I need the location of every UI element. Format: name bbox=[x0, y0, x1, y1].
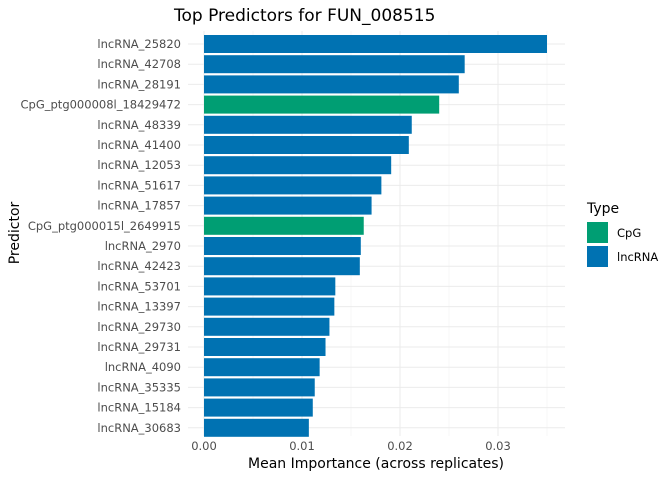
y-tick-label: lncRNA_15184 bbox=[97, 401, 181, 415]
bar bbox=[204, 297, 335, 316]
legend-items: CpG lncRNA bbox=[587, 222, 658, 267]
y-tick-label: lncRNA_13397 bbox=[97, 300, 181, 314]
legend-title: Type bbox=[586, 201, 619, 217]
y-tick-label: lncRNA_48339 bbox=[97, 118, 181, 132]
x-axis-title: Mean Importance (across replicates) bbox=[248, 456, 504, 472]
bar bbox=[204, 95, 440, 114]
y-tick-label: lncRNA_42708 bbox=[97, 57, 181, 71]
y-tick-label: lncRNA_12053 bbox=[97, 158, 181, 172]
x-tick-label: 0.00 bbox=[191, 439, 217, 453]
bar bbox=[204, 317, 330, 336]
bar bbox=[204, 216, 364, 235]
bar bbox=[204, 115, 412, 134]
x-tick-labels: 0.00 0.01 0.02 0.03 bbox=[191, 439, 511, 453]
y-tick-label: lncRNA_51617 bbox=[97, 178, 181, 192]
bar bbox=[204, 378, 315, 397]
legend: Type CpG lncRNA bbox=[586, 201, 658, 267]
bar bbox=[204, 156, 392, 175]
chart-title: Top Predictors for FUN_008515 bbox=[173, 6, 435, 26]
y-tick-label: lncRNA_28191 bbox=[97, 77, 181, 91]
legend-swatch bbox=[587, 246, 608, 267]
bar bbox=[204, 398, 313, 417]
bar bbox=[204, 75, 459, 94]
y-tick-label: lncRNA_53701 bbox=[97, 279, 181, 293]
bar bbox=[204, 358, 320, 377]
legend-label: lncRNA bbox=[617, 250, 658, 264]
x-tick-label: 0.03 bbox=[485, 439, 511, 453]
bar bbox=[204, 136, 409, 154]
y-tick-label: lncRNA_30683 bbox=[97, 421, 181, 435]
y-tick-label: lncRNA_25820 bbox=[97, 37, 181, 51]
bar bbox=[204, 55, 465, 74]
bar bbox=[204, 237, 361, 255]
y-tick-label: lncRNA_4090 bbox=[105, 360, 181, 374]
y-tick-label: lncRNA_42423 bbox=[97, 259, 181, 273]
x-tick-label: 0.01 bbox=[289, 439, 315, 453]
bar bbox=[204, 277, 336, 296]
y-tick-label: lncRNA_29731 bbox=[97, 340, 181, 354]
bar bbox=[204, 176, 382, 195]
bars bbox=[204, 35, 547, 437]
x-tick-label: 0.02 bbox=[387, 439, 413, 453]
bar bbox=[204, 35, 547, 53]
bar bbox=[204, 418, 309, 437]
y-tick-label: lncRNA_41400 bbox=[97, 138, 181, 152]
y-tick-label: lncRNA_35335 bbox=[97, 380, 181, 394]
legend-label: CpG bbox=[617, 226, 641, 240]
y-tick-labels: lncRNA_25820 lncRNA_42708 lncRNA_28191 CpG_… bbox=[21, 37, 181, 435]
bar bbox=[204, 257, 360, 276]
legend-swatch bbox=[587, 222, 608, 243]
bar bbox=[204, 196, 372, 215]
bar bbox=[204, 338, 326, 356]
y-axis-title: Predictor bbox=[7, 201, 23, 264]
y-tick-label: CpG_ptg000008l_18429472 bbox=[21, 98, 181, 112]
y-tick-label: lncRNA_17857 bbox=[97, 199, 181, 213]
y-tick-label: lncRNA_29730 bbox=[97, 320, 181, 334]
y-tick-label: lncRNA_2970 bbox=[105, 239, 181, 253]
y-tick-label: CpG_ptg000015l_2649915 bbox=[28, 219, 181, 233]
